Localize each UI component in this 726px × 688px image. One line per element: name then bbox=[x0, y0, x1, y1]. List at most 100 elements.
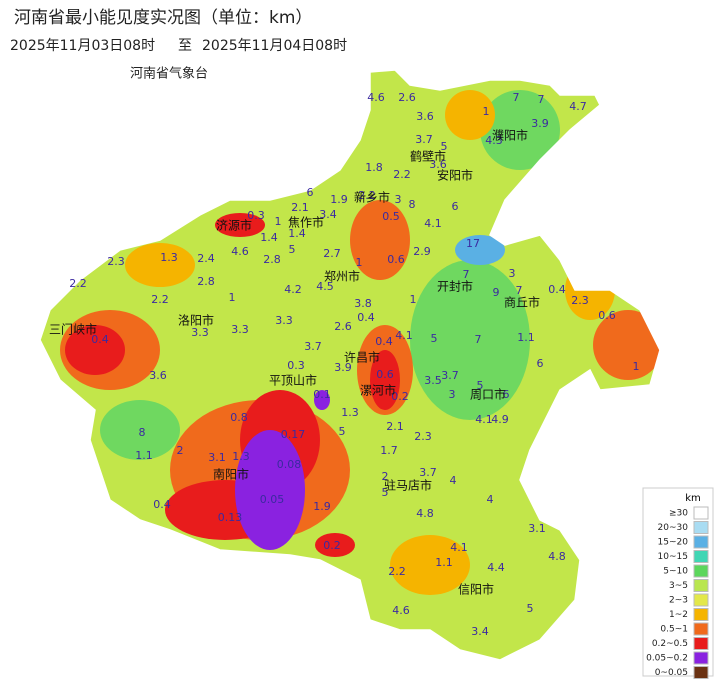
city-name: 许昌市 bbox=[344, 350, 380, 365]
station-value: 2.2 bbox=[388, 565, 406, 578]
legend-label: 3~5 bbox=[669, 581, 688, 591]
station-value: 0.6 bbox=[598, 309, 616, 322]
legend-label: ≥30 bbox=[669, 509, 688, 519]
station-value: 6 bbox=[537, 357, 544, 370]
station-value: 2.8 bbox=[263, 253, 281, 266]
station-value: 3.9 bbox=[334, 361, 352, 374]
legend-label: 0~0.05 bbox=[655, 668, 688, 678]
station-value: 4.1 bbox=[424, 217, 442, 230]
station-value: 3.1 bbox=[208, 451, 226, 464]
station-value: 8 bbox=[409, 198, 416, 211]
station-value: 0.05 bbox=[260, 493, 285, 506]
legend-swatch bbox=[693, 550, 709, 563]
station-value: 0.1 bbox=[313, 388, 331, 401]
station-value: 3.5 bbox=[424, 374, 442, 387]
station-value: 2.8 bbox=[197, 275, 215, 288]
station-value: 2 bbox=[177, 444, 184, 457]
station-value: 0.08 bbox=[277, 458, 302, 471]
station-value: 1 bbox=[275, 215, 282, 228]
legend-swatch bbox=[693, 666, 709, 679]
station-value: 1.7 bbox=[380, 444, 398, 457]
legend-label: 15~20 bbox=[658, 538, 689, 548]
legend-label: 2~3 bbox=[669, 596, 688, 606]
station-value: 3.8 bbox=[354, 297, 372, 310]
station-value: 5 bbox=[527, 602, 534, 615]
station-value: 3.7 bbox=[415, 133, 433, 146]
station-value: 1.3 bbox=[232, 450, 250, 463]
station-value: 4.2 bbox=[284, 283, 302, 296]
station-value: 4.1 bbox=[475, 413, 493, 426]
station-value: 3.3 bbox=[275, 314, 293, 327]
station-value: 3.7 bbox=[304, 340, 322, 353]
station-value: 7 bbox=[513, 91, 520, 104]
city-name: 济源市 bbox=[216, 218, 252, 233]
station-value: 0.5 bbox=[382, 210, 400, 223]
station-value: 3.6 bbox=[429, 158, 447, 171]
station-value: 3.6 bbox=[416, 110, 434, 123]
city-name: 周口市 bbox=[470, 387, 506, 402]
map-fill bbox=[40, 70, 660, 660]
station-value: 0.4 bbox=[357, 311, 375, 324]
legend-swatch bbox=[693, 506, 709, 520]
station-value: 4 bbox=[487, 493, 494, 506]
city-name: 南阳市 bbox=[213, 467, 249, 482]
agency: 河南省气象台 bbox=[130, 66, 208, 82]
city-name: 三门峡市 bbox=[49, 322, 97, 337]
station-value: 1.8 bbox=[365, 161, 383, 174]
station-value: 0.2 bbox=[323, 539, 341, 552]
station-value: 4.6 bbox=[392, 604, 410, 617]
station-value: 4.3 bbox=[485, 134, 503, 147]
station-value: 0.6 bbox=[376, 368, 394, 381]
city-name: 驻马店市 bbox=[384, 478, 432, 493]
station-value: 7 bbox=[538, 93, 545, 106]
station-value: 6 bbox=[307, 186, 314, 199]
legend: km ≥30 20~30 15~20 10~15 5~10 3~5 2~3 1~2 0.5~1 0… bbox=[642, 487, 714, 679]
station-value: 2.3 bbox=[571, 294, 589, 307]
station-value: 2.3 bbox=[107, 255, 125, 268]
legend-label: 0.5~1 bbox=[660, 625, 688, 635]
legend-swatch bbox=[693, 564, 709, 578]
city-name: 安阳市 bbox=[437, 168, 473, 183]
city-name: 商丘市 bbox=[504, 295, 540, 310]
title: 河南省最小能见度实况图（单位：km） bbox=[14, 8, 312, 28]
station-value: 1 bbox=[633, 360, 640, 373]
station-value: 7 bbox=[475, 333, 482, 346]
city-name: 平顶山市 bbox=[269, 373, 317, 388]
legend-swatch bbox=[693, 637, 709, 650]
station-value: 3 bbox=[449, 388, 456, 401]
station-value: 2.4 bbox=[197, 252, 215, 265]
station-value: 1 bbox=[356, 256, 363, 269]
city-name: 漯河市 bbox=[360, 383, 396, 398]
station-value: 4.8 bbox=[548, 550, 566, 563]
station-value: 5 bbox=[339, 425, 346, 438]
station-value: 6 bbox=[452, 200, 459, 213]
station-value: 4.7 bbox=[569, 100, 587, 113]
station-value: 1 bbox=[483, 105, 490, 118]
station-value: 2.7 bbox=[323, 247, 341, 260]
station-value: 7 bbox=[516, 284, 523, 297]
station-value: 2.1 bbox=[291, 201, 309, 214]
city-name: 新乡市 bbox=[354, 190, 390, 205]
station-value: 8 bbox=[139, 426, 146, 439]
station-value: 4.6 bbox=[367, 91, 385, 104]
city-name: 信阳市 bbox=[458, 582, 494, 597]
station-value: 3.4 bbox=[319, 208, 337, 221]
station-value: 17 bbox=[466, 237, 480, 250]
station-value: 3.7 bbox=[441, 369, 459, 382]
station-value: 5 bbox=[431, 332, 438, 345]
station-value: 0.8 bbox=[230, 411, 248, 424]
city-name: 鹤壁市 bbox=[410, 149, 446, 164]
station-value: 6 bbox=[503, 388, 510, 401]
station-value: 4.8 bbox=[416, 507, 434, 520]
station-value: 0.4 bbox=[375, 335, 393, 348]
station-value: 1.4 bbox=[288, 227, 306, 240]
station-value: 5 bbox=[289, 243, 296, 256]
station-value: 1.1 bbox=[135, 449, 153, 462]
station-value: 1 bbox=[229, 291, 236, 304]
station-value: 1.9 bbox=[313, 500, 331, 513]
city-name: 郑州市 bbox=[324, 269, 360, 284]
city-name: 洛阳市 bbox=[178, 313, 214, 328]
station-value: 0.17 bbox=[281, 428, 306, 441]
